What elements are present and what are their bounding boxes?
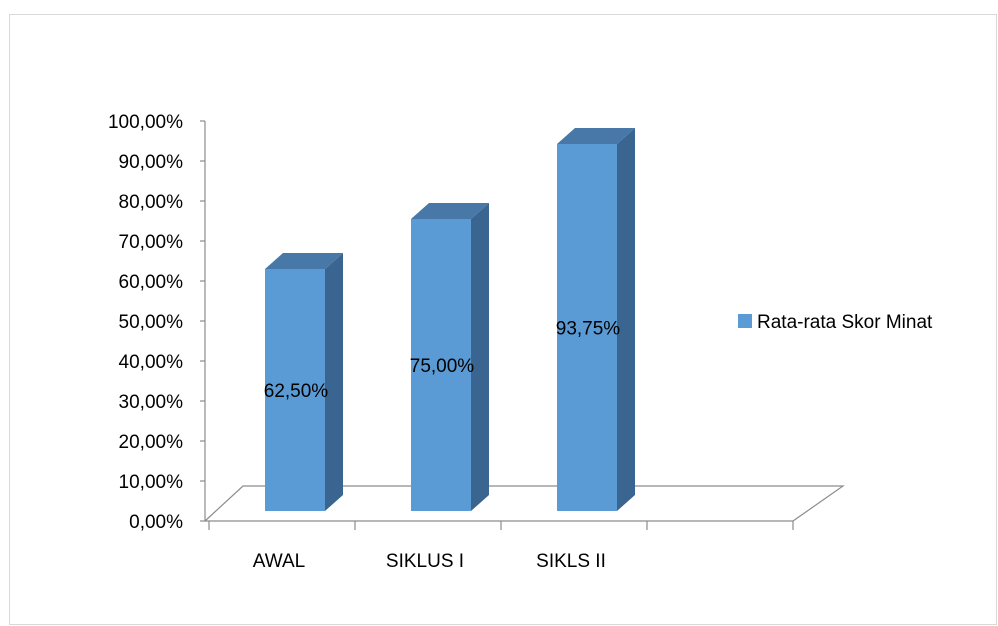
- y-tick-label: 100,00%: [108, 112, 183, 133]
- x-axis: AWAL SIKLUS I SIKLS II: [208, 521, 794, 572]
- chart-floor: [203, 485, 845, 522]
- y-tick-label: 30,00%: [119, 392, 184, 413]
- x-tick-label: AWAL: [253, 551, 305, 572]
- x-tick-label: SIKLUS I: [386, 551, 464, 572]
- data-label: 62,50%: [264, 381, 329, 402]
- data-label: 93,75%: [556, 319, 621, 340]
- y-tick-label: 50,00%: [119, 312, 184, 333]
- bar-top: [265, 253, 343, 269]
- bar: 75,00%: [410, 203, 489, 511]
- bar: 62,50%: [264, 253, 343, 511]
- y-tick-label: 40,00%: [119, 352, 184, 373]
- bar-front: [411, 219, 471, 511]
- bar-front: [265, 269, 325, 511]
- legend-swatch: [738, 314, 752, 328]
- bar-side: [325, 253, 343, 511]
- bar-side: [617, 128, 635, 511]
- legend-label: Rata-rata Skor Minat: [757, 312, 933, 333]
- y-tick-label: 70,00%: [119, 232, 184, 253]
- data-label: 75,00%: [410, 356, 475, 377]
- bar-top: [557, 128, 635, 144]
- bars: 62,50% 75,00% 93,75%: [264, 128, 635, 511]
- y-tick-label: 10,00%: [119, 472, 184, 493]
- x-tick-label: SIKLS II: [536, 551, 606, 572]
- legend: Rata-rata Skor Minat: [738, 312, 933, 333]
- y-tick-label: 80,00%: [119, 192, 184, 213]
- y-tick-label: 60,00%: [119, 272, 184, 293]
- chart-frame: [9, 14, 997, 625]
- bar-side: [471, 203, 489, 511]
- y-tick-label: 0,00%: [129, 512, 183, 533]
- y-axis: 0,00% 10,00% 20,00% 30,00% 40,00% 50,00% 60,00…: [108, 112, 206, 533]
- y-tick-label: 20,00%: [119, 432, 184, 453]
- bar: 93,75%: [556, 128, 635, 511]
- y-tick-label: 90,00%: [119, 152, 184, 173]
- floor-outline: [203, 485, 845, 522]
- bar-front: [557, 144, 617, 511]
- bar-top: [411, 203, 489, 219]
